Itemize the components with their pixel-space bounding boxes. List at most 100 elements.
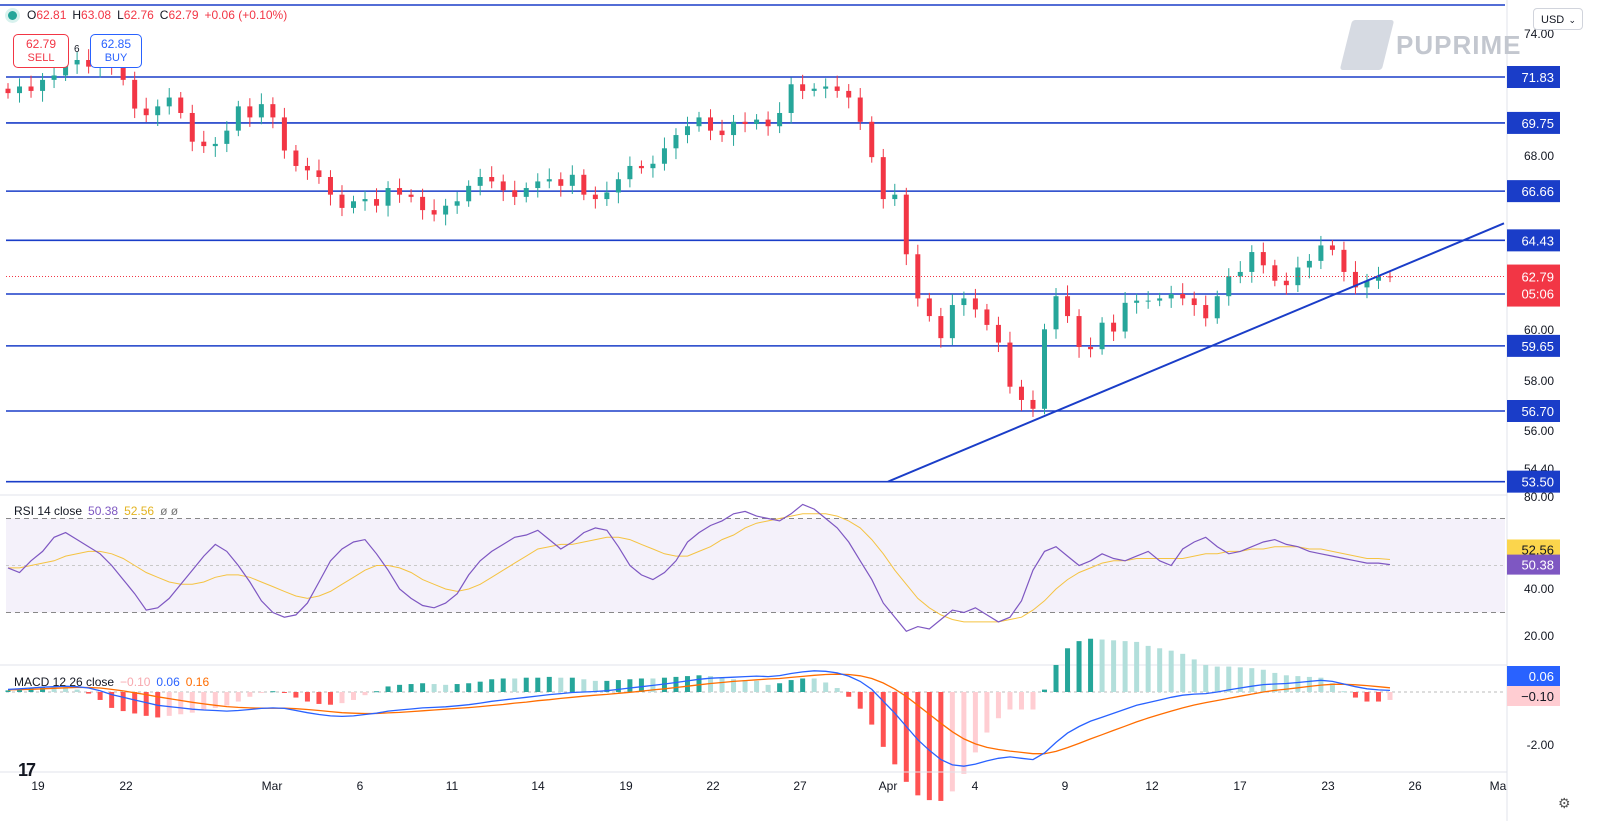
high-value: 63.08: [81, 8, 112, 22]
macd-legend: MACD 12 26 close −0.10 0.06 0.16: [14, 675, 209, 689]
ohlc-legend: O62.81 H63.08 L62.76 C62.79 +0.06 (+0.10…: [8, 8, 287, 22]
x-axis-label: 12: [1145, 779, 1159, 793]
macd-line: [7, 670, 1391, 767]
macd-histogram-bar: [558, 677, 564, 692]
settings-gear-icon[interactable]: ⚙: [1558, 795, 1571, 811]
candle-body: [742, 121, 748, 125]
macd-histogram-bar: [972, 692, 978, 753]
chevron-down-icon: ⌄: [1568, 15, 1576, 25]
rsi-value: 50.38: [88, 504, 119, 518]
candle-body: [362, 199, 368, 202]
macd-histogram-bar: [224, 692, 230, 706]
level-price-label: 64.43: [1521, 233, 1554, 248]
macd-histogram-bar: [1306, 676, 1312, 692]
candle-body: [673, 135, 679, 149]
candle-body: [880, 157, 886, 200]
macd-histogram-bar: [1134, 641, 1140, 692]
candle-body: [500, 181, 506, 191]
market-status-icon: [8, 10, 17, 20]
macd-histogram-bar: [477, 681, 483, 692]
candle-body: [604, 192, 610, 200]
candle-body: [1329, 245, 1335, 250]
candle-body: [869, 121, 875, 158]
candle-body: [615, 179, 621, 193]
macd-histogram-bar: [201, 692, 207, 711]
macd-histogram-bar: [811, 678, 817, 692]
candle-body: [1272, 265, 1278, 281]
candle-body: [1295, 267, 1301, 286]
x-axis-label: Apr: [879, 779, 898, 793]
candle-body: [569, 174, 575, 186]
candle-body: [1088, 346, 1094, 350]
candle-body: [857, 97, 863, 122]
candle-body: [1237, 271, 1243, 277]
macd-histogram-bar: [731, 679, 737, 692]
candle-body: [155, 106, 161, 116]
macd-histogram-bar: [1295, 676, 1301, 692]
macd-histogram-bar: [247, 692, 253, 697]
macd-histogram-bar: [1168, 650, 1174, 692]
macd-histogram-bar: [304, 692, 310, 702]
candle-body: [1352, 271, 1358, 288]
macd-signal-value: 0.16: [185, 675, 210, 689]
candle-body: [777, 112, 783, 127]
candle-body: [834, 86, 840, 91]
tradingview-logo-icon: 17: [18, 760, 36, 780]
candle-body: [1099, 322, 1105, 350]
candle-body: [247, 106, 253, 118]
candle-body: [351, 201, 356, 208]
macd-histogram-bar: [857, 692, 863, 709]
sell-button[interactable]: 62.79 SELL: [13, 34, 69, 68]
candle-body: [466, 185, 472, 202]
currency-select[interactable]: USD ⌄: [1533, 8, 1583, 30]
macd-histogram-bar: [143, 692, 149, 716]
macd-histogram-bar: [466, 683, 472, 692]
candle-body: [1226, 276, 1232, 297]
buy-button[interactable]: 62.85 BUY: [90, 34, 142, 68]
candle-body: [995, 324, 1001, 343]
candle-body: [454, 201, 460, 206]
macd-histogram-bar: [351, 692, 356, 700]
candle-body: [120, 66, 126, 80]
level-price-tag: [1507, 66, 1560, 88]
x-axis-label: 19: [619, 779, 633, 793]
rsi-legend: RSI 14 close 50.38 52.56 ø ø: [14, 504, 178, 518]
candle-body: [1042, 329, 1047, 409]
macd-histogram-bar: [1260, 669, 1266, 692]
macd-histogram-bar: [178, 692, 184, 715]
macd-histogram-bar: [604, 680, 610, 692]
price-axis-tick: 68.00: [1524, 149, 1554, 163]
macd-histogram-bar: [1145, 645, 1151, 692]
candle-body: [1318, 245, 1324, 261]
candle-body: [558, 179, 564, 186]
level-price-tag: [1507, 180, 1560, 203]
x-axis-label: Ma: [1490, 779, 1507, 793]
rsi-line: [7, 503, 1391, 633]
candle-body: [800, 84, 806, 91]
x-axis-label: 11: [446, 779, 459, 793]
macd-histogram-bar: [1341, 691, 1347, 693]
macd-histogram-bar: [385, 686, 391, 692]
macd-histogram-bar: [719, 677, 725, 692]
macd-histogram-bar: [673, 676, 679, 692]
macd-histogram-bar: [489, 679, 495, 692]
current-price-tag: [1507, 264, 1560, 307]
macd-histogram-bar: [615, 680, 621, 692]
macd-histogram-bar: [995, 692, 1001, 719]
candle-body: [201, 141, 207, 147]
candle-body: [1260, 252, 1266, 266]
macd-histogram-bar: [1180, 653, 1186, 692]
level-price-label: 71.83: [1521, 70, 1554, 85]
spread-value: 6: [74, 44, 80, 55]
macd-histogram-bar: [40, 687, 46, 692]
candle-body: [408, 194, 414, 197]
rsi-ma-tag: [1507, 539, 1560, 560]
candle-body: [420, 196, 426, 211]
price-axis-tick: 60.00: [1524, 323, 1554, 337]
macd-histogram-bar: [742, 680, 748, 692]
macd-histogram-bar: [258, 692, 264, 693]
rsi-axis-tick: 40.00: [1524, 582, 1554, 596]
candle-body: [489, 177, 495, 182]
candle-body: [581, 174, 587, 195]
